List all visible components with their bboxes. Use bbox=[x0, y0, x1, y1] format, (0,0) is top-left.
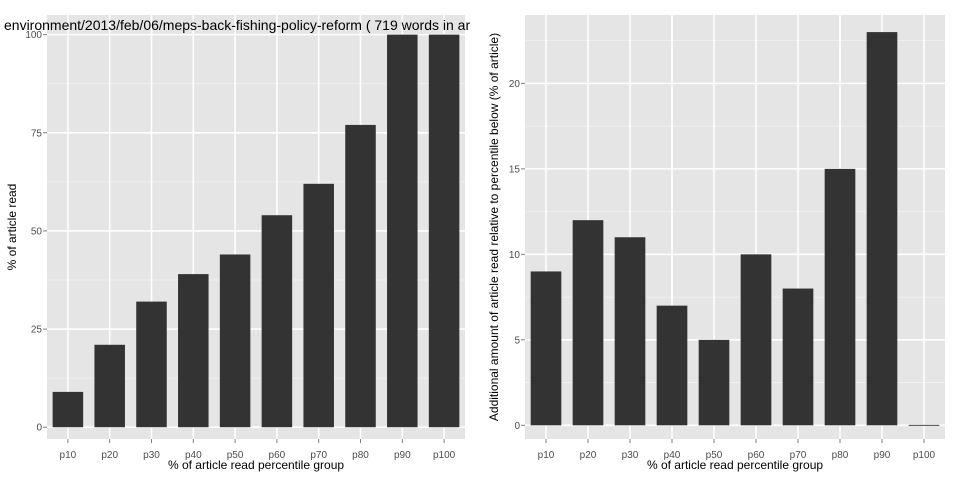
bar-p40 bbox=[656, 305, 688, 426]
x-axis-label: % of article read percentile group bbox=[168, 458, 344, 472]
x-tick-label-p50: p50 bbox=[706, 450, 723, 461]
bar-p20 bbox=[572, 220, 604, 426]
bar-p10 bbox=[530, 271, 562, 426]
bar-p40 bbox=[178, 274, 209, 428]
x-tick-label-p50: p50 bbox=[227, 450, 244, 461]
bar-p70 bbox=[303, 183, 334, 428]
x-tick-label-p80: p80 bbox=[352, 450, 369, 461]
x-tick-label-p100: p100 bbox=[433, 450, 456, 461]
bar-p50 bbox=[219, 254, 251, 428]
x-tick-label-p70: p70 bbox=[310, 450, 327, 461]
bar-p10 bbox=[52, 391, 84, 428]
bar-p80 bbox=[824, 168, 856, 426]
x-tick-label-p90: p90 bbox=[874, 450, 891, 461]
bar-p30 bbox=[614, 237, 646, 426]
x-tick-label-p40: p40 bbox=[664, 450, 681, 461]
x-tick-label-p60: p60 bbox=[269, 450, 286, 461]
y-tick-label: 50 bbox=[31, 226, 43, 237]
bar-p100 bbox=[428, 34, 460, 428]
chart-title: environment/2013/feb/06/meps-back-fishin… bbox=[4, 17, 470, 33]
x-tick-label-p20: p20 bbox=[101, 450, 118, 461]
x-tick-label-p100: p100 bbox=[913, 450, 936, 461]
y-tick-label: 10 bbox=[509, 250, 521, 261]
x-tick-label-p30: p30 bbox=[143, 450, 160, 461]
bar-p90 bbox=[866, 32, 898, 426]
x-tick-label-p30: p30 bbox=[622, 450, 639, 461]
chart-panel-2: 0 5 10 15 20 p10 p20 p30 p40 p50 p60 p70 p80 p90 p100%… bbox=[487, 15, 945, 472]
y-tick-label: 75 bbox=[31, 128, 43, 139]
x-tick-label-p20: p20 bbox=[580, 450, 597, 461]
bar-p20 bbox=[94, 344, 125, 428]
bar-p70 bbox=[782, 288, 814, 426]
x-tick-label-p60: p60 bbox=[748, 450, 765, 461]
y-axis-label: Additional amount of article read relati… bbox=[487, 33, 501, 421]
bar-p60 bbox=[740, 254, 772, 426]
y-tick-label: 20 bbox=[509, 79, 521, 90]
x-tick-label-p70: p70 bbox=[790, 450, 807, 461]
x-tick-label-p80: p80 bbox=[832, 450, 849, 461]
x-tick-label-p10: p10 bbox=[538, 450, 555, 461]
y-tick-label: 0 bbox=[36, 423, 42, 434]
y-tick-label: 25 bbox=[31, 325, 43, 336]
y-tick-label: 0 bbox=[514, 421, 520, 432]
bar-p50 bbox=[698, 339, 730, 426]
bar-p90 bbox=[387, 34, 418, 428]
chart-panel-1: 0 25 50 75 100 p10 p20 p30 p40 p50 p60 p70 p80 p90 p10… bbox=[5, 15, 465, 472]
x-tick-label-p90: p90 bbox=[394, 450, 411, 461]
bar-p60 bbox=[261, 215, 293, 428]
x-tick-label-p40: p40 bbox=[185, 450, 202, 461]
y-tick-label: 15 bbox=[509, 164, 521, 175]
y-tick-label: 100 bbox=[25, 30, 42, 41]
x-axis-label: % of article read percentile group bbox=[647, 458, 823, 472]
bar-p80 bbox=[345, 124, 376, 428]
x-tick-label-p10: p10 bbox=[60, 450, 77, 461]
y-tick-label: 5 bbox=[514, 335, 520, 346]
bar-p100 bbox=[908, 424, 940, 426]
y-axis-label: % of article read bbox=[5, 184, 19, 271]
bar-p30 bbox=[136, 301, 167, 428]
